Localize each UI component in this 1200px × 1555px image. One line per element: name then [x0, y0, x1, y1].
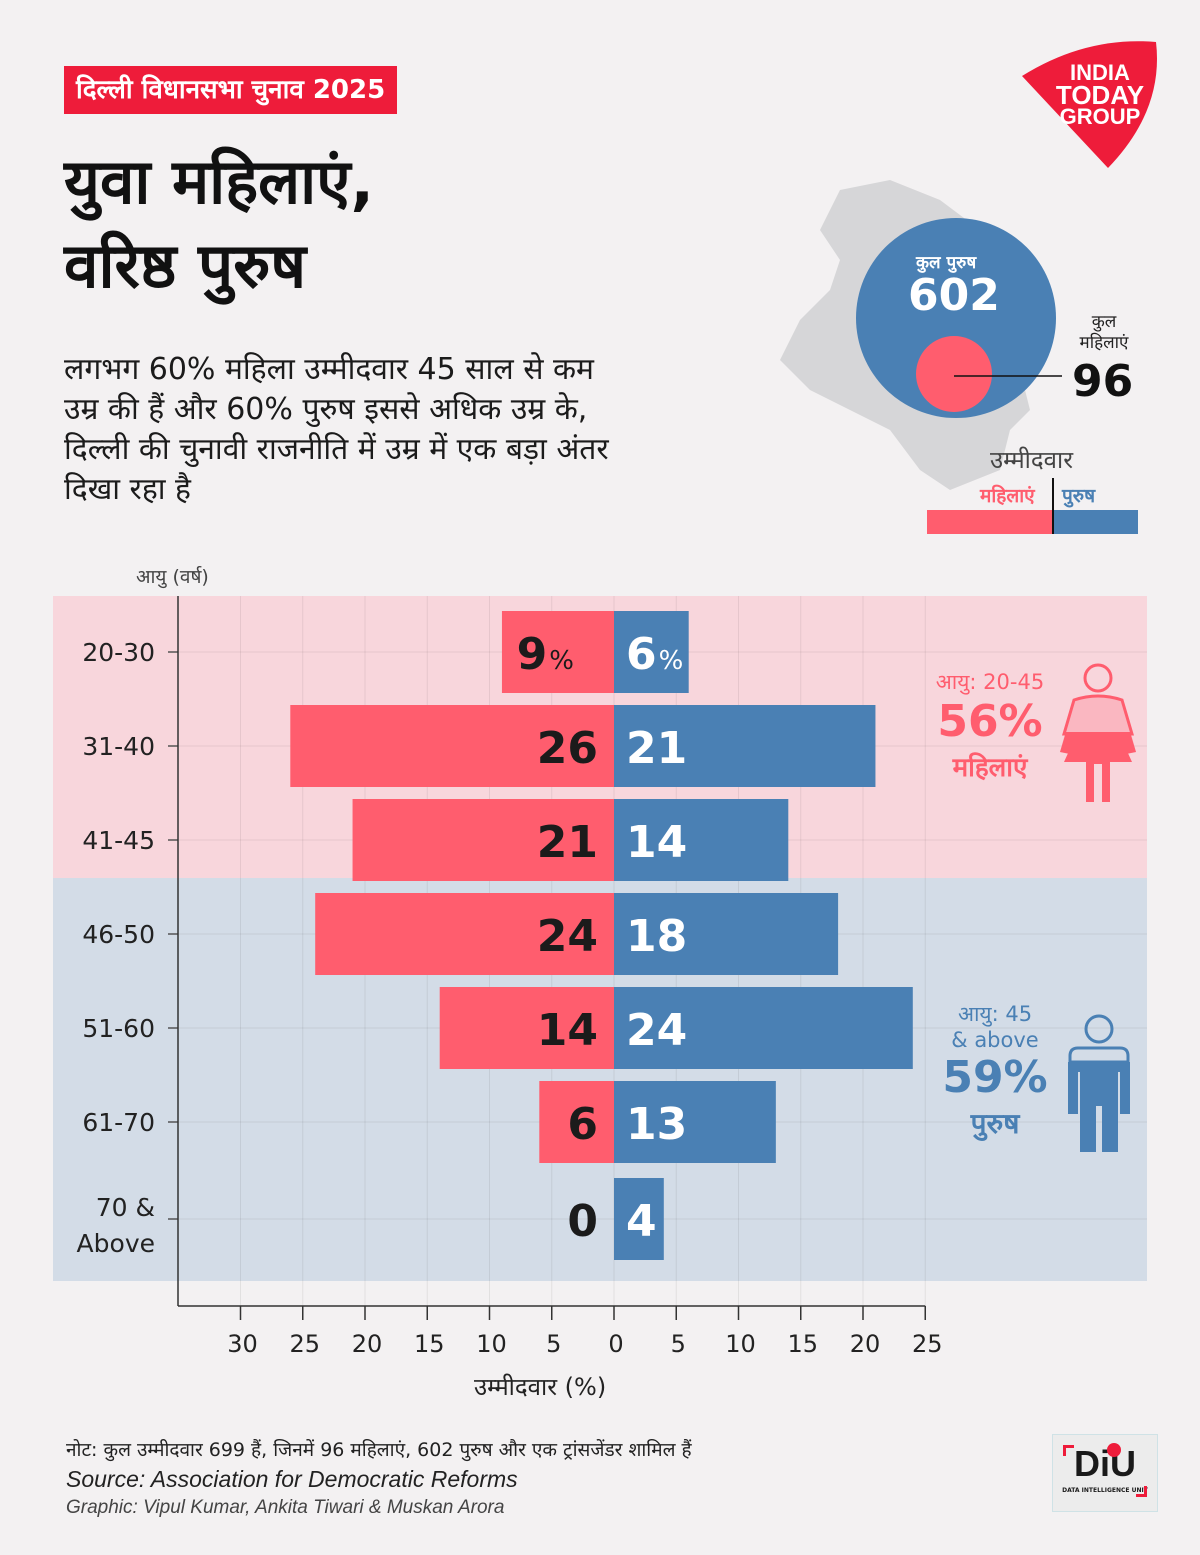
male-value-label: 14: [626, 817, 687, 868]
woman-icon: [1060, 663, 1136, 802]
male-value-label: 4: [626, 1196, 657, 1247]
diu-logo: DiU DATA INTELLIGENCE UNIT: [1052, 1434, 1158, 1512]
kicker-badge: दिल्ली विधानसभा चुनाव 2025: [64, 66, 398, 114]
female-total-value: 96: [1072, 356, 1134, 407]
female-callout: आयु: 20-45 56% महिलाएं: [920, 668, 1060, 784]
x-axis-title: उम्मीदवार (%): [474, 1373, 607, 1401]
x-tick-label: 15: [414, 1330, 445, 1358]
india-today-group-logo: INDIA TODAY GROUP: [1016, 40, 1164, 170]
age-category-label: 41-45: [82, 826, 155, 855]
man-icon: [1068, 1014, 1130, 1152]
male-callout-label: पुरुष: [970, 1107, 1020, 1140]
age-category-label: 31-40: [82, 732, 155, 761]
female-value-label: 21: [537, 817, 598, 868]
legend-male-label: पुरुष: [1062, 485, 1096, 507]
female-bar: [315, 893, 614, 975]
male-bar: [614, 611, 689, 693]
female-bar: [352, 799, 614, 881]
age-category-label: 51-60: [82, 1014, 155, 1043]
female-value-label: 26: [537, 723, 598, 774]
male-callout-age-line2: & above: [951, 1028, 1039, 1052]
female-bar: [501, 611, 614, 693]
male-total-label: कुल पुरुष: [916, 253, 977, 273]
title-line-2: वरिष्ठ पुरुष: [64, 229, 307, 302]
female-callout-label: महिलाएं: [952, 753, 1028, 783]
x-tick-label: 25: [912, 1330, 943, 1358]
legend-female-swatch: [927, 510, 1053, 534]
x-tick-label: 5: [671, 1330, 686, 1358]
legend-female-label: महिलाएं: [980, 485, 1035, 507]
male-bar: [614, 1081, 776, 1163]
subtitle-line: लगभग 60% महिला उम्मीदवार 45 साल से कम: [64, 352, 594, 387]
x-tick-label: 20: [352, 1330, 383, 1358]
age-category-label: Above: [77, 1229, 155, 1258]
x-tick-label: 5: [546, 1330, 561, 1358]
age-category-label: 70 &: [96, 1193, 155, 1222]
x-tick-label: 10: [476, 1330, 507, 1358]
female-bar: [290, 705, 614, 787]
female-callout-pct: 56%: [937, 696, 1043, 747]
subtitle-line: दिखा रहा है: [64, 472, 191, 507]
female-bar: [439, 987, 614, 1069]
male-bar: [614, 893, 839, 975]
x-tick-label: 25: [289, 1330, 320, 1358]
male-bar: [614, 1178, 664, 1260]
age-category-label: 61-70: [82, 1108, 155, 1137]
subtitle-line: उम्र की हैं और 60% पुरुष इससे अधिक उम्र …: [64, 392, 588, 427]
title-line-1: युवा महिलाएं,: [64, 145, 375, 218]
male-value-label: 24: [626, 1005, 687, 1056]
male-value-label: 13: [626, 1099, 687, 1150]
delhi-map-totals: कुल पुरुष 602 कुल महिलाएं 96: [770, 170, 1190, 500]
male-value-label: 18: [626, 911, 687, 962]
x-tick-label: 15: [787, 1330, 818, 1358]
female-value-label: 6: [567, 1099, 598, 1150]
age-category-label: 46-50: [82, 920, 155, 949]
female-value-label: 0: [567, 1196, 598, 1247]
legend-title: उम्मीदवार: [990, 446, 1074, 474]
x-tick-label: 20: [850, 1330, 881, 1358]
female-callout-age: आयु: 20-45: [935, 670, 1045, 694]
male-total-bubble: [856, 218, 1056, 418]
footnote: नोट: कुल उम्मीदवार 699 हैं, जिनमें 96 मह…: [66, 1439, 692, 1461]
male-total-value: 602: [908, 270, 1000, 321]
male-bar: [614, 799, 789, 881]
male-value-label: 21: [626, 723, 687, 774]
x-tick-label: 10: [725, 1330, 756, 1358]
subtitle: लगभग 60% महिला उम्मीदवार 45 साल से कम उम…: [64, 350, 764, 510]
male-callout: आयु: 45 & above 59% पुरुष: [922, 1000, 1068, 1142]
age-category-label: 20-30: [82, 638, 155, 667]
female-bar: [539, 1081, 614, 1163]
page-title: युवा महिलाएं, वरिष्ठ पुरुष: [64, 140, 374, 308]
y-axis-title: आयु (वर्ष): [136, 566, 209, 588]
subtitle-line: दिल्ली की चुनावी राजनीति में उम्र में एक…: [64, 432, 609, 467]
graphic-credit: Graphic: Vipul Kumar, Ankita Tiwari & Mu…: [66, 1497, 505, 1518]
male-bar: [614, 705, 876, 787]
male-callout-pct: 59%: [942, 1052, 1048, 1103]
source-credit: Source: Association for Democratic Refor…: [66, 1466, 518, 1492]
legend-male-swatch: [1054, 510, 1138, 534]
female-value-label: 24: [537, 911, 598, 962]
male-bar: [614, 987, 913, 1069]
percent-suffix: %: [659, 646, 684, 676]
female-total-label: कुल महिलाएं: [1079, 312, 1129, 353]
x-tick-label: 0: [608, 1330, 623, 1358]
female-total-bubble: [916, 336, 992, 412]
x-tick-label: 30: [227, 1330, 258, 1358]
female-value-label: 14: [537, 1005, 598, 1056]
male-callout-age-line1: आयु: 45: [957, 1002, 1033, 1026]
percent-suffix: %: [549, 646, 574, 676]
legend-divider: [1052, 478, 1054, 534]
